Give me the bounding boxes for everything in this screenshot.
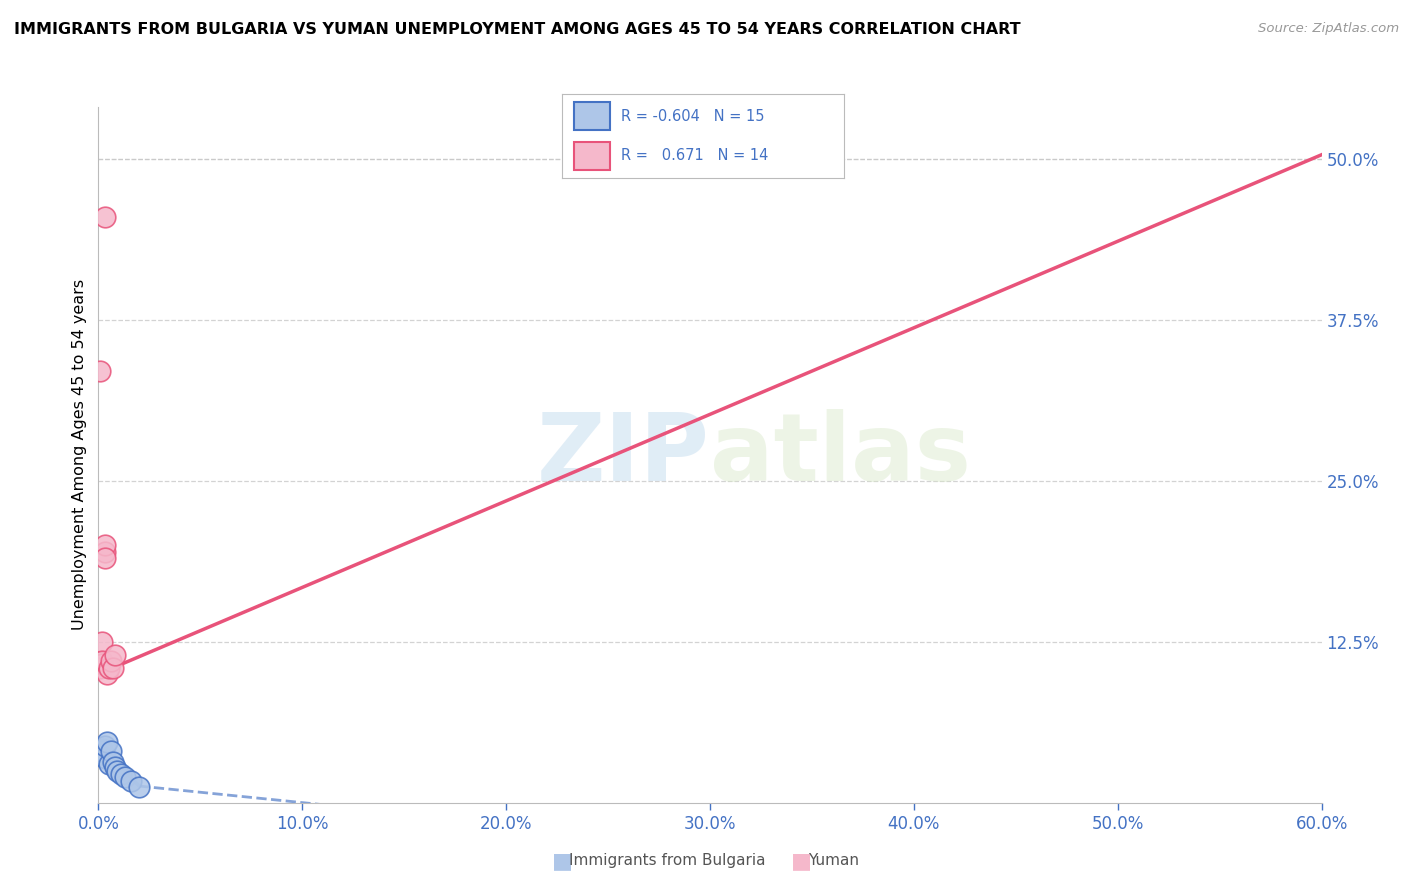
Point bbox=[93, 538, 115, 552]
Text: IMMIGRANTS FROM BULGARIA VS YUMAN UNEMPLOYMENT AMONG AGES 45 TO 54 YEARS CORRELA: IMMIGRANTS FROM BULGARIA VS YUMAN UNEMPL… bbox=[14, 22, 1021, 37]
Point bbox=[105, 764, 128, 778]
Point bbox=[120, 773, 142, 788]
Text: R =   0.671   N = 14: R = 0.671 N = 14 bbox=[621, 147, 769, 162]
Point bbox=[93, 750, 115, 764]
Text: ■: ■ bbox=[792, 851, 811, 871]
Text: Source: ZipAtlas.com: Source: ZipAtlas.com bbox=[1258, 22, 1399, 36]
Point bbox=[91, 634, 114, 648]
Point bbox=[93, 544, 115, 558]
Point bbox=[89, 747, 111, 761]
Point bbox=[96, 735, 118, 749]
Point bbox=[93, 210, 115, 224]
Text: R = -0.604   N = 15: R = -0.604 N = 15 bbox=[621, 109, 765, 124]
Point bbox=[104, 648, 127, 662]
Point bbox=[97, 660, 120, 674]
FancyBboxPatch shape bbox=[574, 142, 610, 169]
Point bbox=[101, 755, 124, 769]
Text: atlas: atlas bbox=[710, 409, 972, 501]
Point bbox=[96, 667, 118, 681]
Point bbox=[101, 660, 124, 674]
Text: ZIP: ZIP bbox=[537, 409, 710, 501]
Point bbox=[93, 551, 115, 566]
Point bbox=[89, 660, 111, 674]
Point bbox=[97, 757, 120, 772]
Point bbox=[91, 654, 114, 668]
Point bbox=[100, 654, 122, 668]
Point bbox=[110, 767, 132, 781]
Text: Yuman: Yuman bbox=[808, 854, 859, 868]
FancyBboxPatch shape bbox=[574, 103, 610, 130]
Point bbox=[100, 744, 122, 758]
Point bbox=[128, 780, 150, 795]
Point bbox=[114, 770, 136, 784]
Point bbox=[91, 657, 114, 671]
Point bbox=[91, 741, 114, 756]
Point bbox=[104, 760, 127, 774]
Point bbox=[93, 739, 115, 753]
Text: Immigrants from Bulgaria: Immigrants from Bulgaria bbox=[569, 854, 766, 868]
Point bbox=[91, 744, 114, 758]
Y-axis label: Unemployment Among Ages 45 to 54 years: Unemployment Among Ages 45 to 54 years bbox=[72, 279, 87, 631]
Text: ■: ■ bbox=[553, 851, 572, 871]
Point bbox=[89, 364, 111, 378]
